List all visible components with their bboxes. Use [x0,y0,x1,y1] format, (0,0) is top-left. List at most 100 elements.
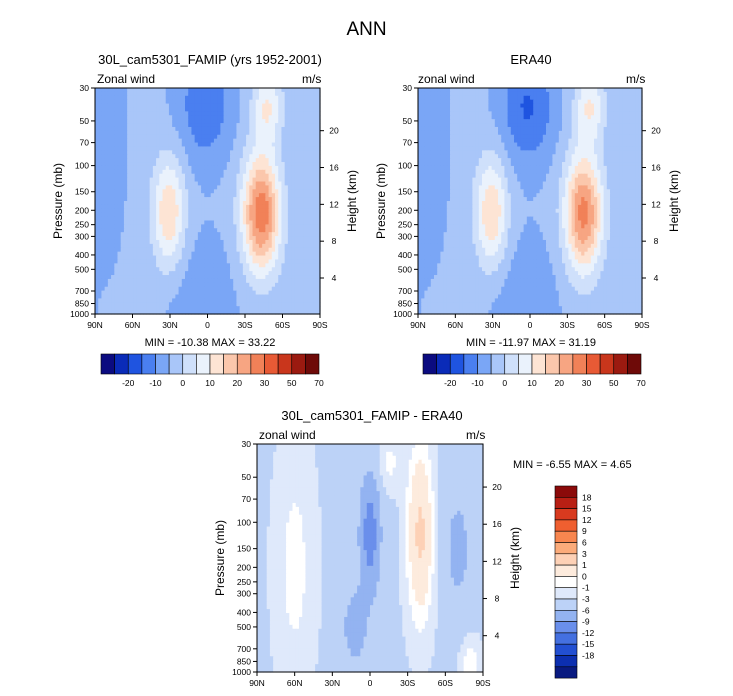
field-cell [300,91,305,97]
field-cell [239,88,244,93]
field-cell [307,95,311,101]
field-cell [233,306,238,311]
field-cell [313,134,318,140]
field-cell [629,95,633,101]
field-cell [201,208,205,214]
field-cell [159,126,164,132]
field-cell [597,107,601,112]
field-cell [239,306,244,311]
field-cell [140,138,144,144]
field-cell [120,123,125,128]
field-cell [638,115,643,120]
field-cell [504,88,509,93]
field-cell [111,236,115,241]
field-cell [236,208,241,214]
field-cell [117,278,122,284]
field-cell [255,239,260,245]
field-cell [268,123,273,128]
field-cell [175,162,180,167]
field-cell [120,224,125,229]
field-cell [210,107,215,112]
field-cell [130,185,135,190]
field-cell [469,115,473,120]
field-cell [239,181,244,187]
field-cell [146,255,151,261]
field-cell [459,107,464,112]
field-cell [181,204,186,210]
field-cell [600,95,605,101]
field-cell [104,236,109,241]
field-cell [133,228,138,233]
field-cell [117,239,122,245]
field-cell [223,99,228,105]
field-cell [217,181,221,187]
field-cell [175,193,180,198]
field-cell [526,95,531,101]
field-cell [291,99,295,105]
field-cell [242,204,247,210]
field-cell [140,302,144,307]
field-cell [149,103,154,109]
field-cell [581,111,585,116]
field-cell [107,134,112,140]
field-cell [213,247,218,253]
field-cell [149,126,154,132]
field-cell [533,103,537,109]
field-cell [107,271,112,276]
field-cell [217,169,221,175]
field-cell [262,212,266,218]
field-cell [249,197,254,202]
field-cell [498,123,502,128]
field-cell [249,169,254,175]
field-cell [574,91,579,97]
field-cell [485,130,489,136]
field-cell [504,119,509,124]
field-cell [210,247,215,253]
field-cell [152,306,157,311]
field-cell [294,259,299,264]
field-cell [565,119,569,124]
field-cell [149,228,154,233]
field-cell [175,201,180,206]
field-cell [278,95,283,101]
field-cell [230,103,234,109]
field-cell [316,247,321,253]
field-cell [165,107,170,112]
field-cell [188,154,193,159]
field-cell [123,142,128,148]
field-cell [485,111,489,116]
field-cell [275,103,279,109]
field-cell [297,130,302,136]
field-cell [156,146,160,151]
field-cell [307,298,311,303]
field-cell [181,150,186,155]
field-cell [568,130,573,136]
field-cell [255,165,260,171]
field-cell [217,138,221,144]
field-cell [498,88,502,93]
field-cell [149,119,154,124]
field-cell [181,286,186,292]
field-cell [191,154,196,159]
field-cell [223,177,228,183]
field-cell [307,91,311,97]
field-cell [307,193,311,198]
field-cell [168,306,173,311]
field-cell [175,298,180,303]
field-cell [181,208,186,214]
field-cell [204,119,209,124]
field-cell [123,189,128,194]
field-cell [223,208,228,214]
field-cell [258,115,263,120]
field-cell [213,298,218,303]
y-right-tick-label: 4 [332,273,337,283]
field-cell [210,115,215,120]
field-cell [120,243,125,249]
field-cell [101,310,106,315]
field-cell [114,95,119,101]
field-cell [262,88,266,93]
field-cell [600,130,605,136]
field-cell [626,99,630,105]
field-cell [275,278,279,284]
field-cell [307,275,311,280]
